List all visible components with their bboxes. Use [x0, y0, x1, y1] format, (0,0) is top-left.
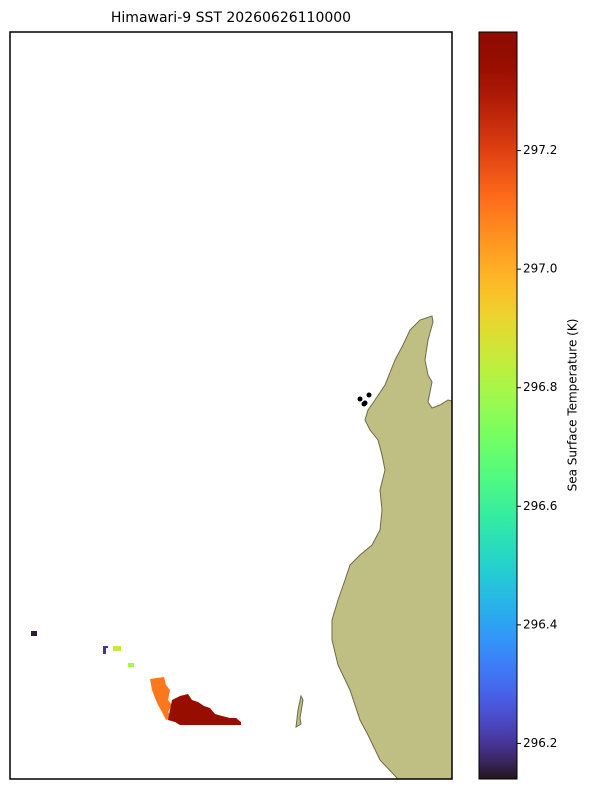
station-marker [361, 401, 367, 407]
sst-cell [31, 631, 37, 636]
map-area [31, 315, 453, 780]
colorbar-tick-label: 296.4 [523, 617, 557, 631]
colorbar [478, 31, 518, 780]
chart-title: Himawari-9 SST 20260626110000 [111, 10, 351, 26]
map-frame [9, 31, 453, 780]
station-marker [357, 396, 363, 402]
colorbar-label: Sea Surface Temperature (K) [566, 319, 580, 492]
sst-cell [150, 677, 173, 720]
colorbar-tick-label: 297.0 [523, 262, 557, 276]
station-marker [366, 392, 372, 398]
sst-cell [168, 694, 241, 725]
land [331, 315, 453, 780]
island [295, 694, 304, 728]
sst-cell [103, 646, 108, 654]
sst-cell [113, 646, 121, 651]
colorbar-tick-label: 297.2 [523, 143, 557, 157]
sst-cell [128, 663, 134, 667]
colorbar-tick-label: 296.6 [523, 499, 557, 513]
colorbar-tick-label: 296.2 [523, 736, 557, 750]
colorbar-tick-label: 296.8 [523, 380, 557, 394]
